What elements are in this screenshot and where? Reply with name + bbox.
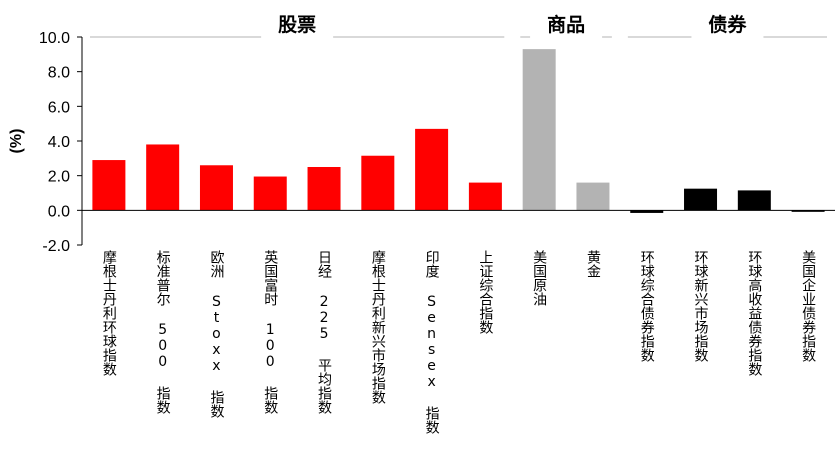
category-label: 环球新兴市场指数 [693,250,709,362]
bar [253,176,287,211]
bar [737,190,771,211]
group-label-bg [530,8,603,38]
bar [307,167,341,211]
category-label: 摩根士丹利新兴市场指数 [370,249,386,404]
category-label: 黄金 [585,249,601,278]
category-label: 印度 Sensex 指数 [424,250,440,434]
y-tick-label: -2.0 [42,238,70,255]
category-label: 美国企业债券指数 [800,250,816,362]
group-header-layer: 股票 商品 债券 [90,8,827,38]
bar [576,182,610,211]
category-label: 欧洲 Stoxx 指数 [208,250,224,418]
y-tick-label: 10.0 [39,30,70,47]
bar [199,165,233,211]
category-label: 标准普尔 500 指数 [155,250,171,414]
category-label: 环球综合债券指数 [639,250,655,362]
bar [361,155,395,211]
category-label: 环球高收益债券指数 [746,250,762,376]
y-tick-label: 2.0 [48,169,70,186]
group-label: 债券 [708,13,747,36]
group-label-bg [261,8,334,38]
y-tick-label: 0.0 [48,203,70,220]
y-tick-label: 4.0 [48,134,70,151]
category-label: 日经 225 平均指数 [316,250,332,414]
bar [468,182,502,211]
bar [684,188,718,211]
y-tick-label: 6.0 [48,99,70,116]
category-label: 美国原油 [531,250,547,306]
bar [630,210,664,213]
group-label: 股票 [278,14,316,36]
y-axis-label: (%) [8,129,25,154]
y-axis: 10.0 8.0 6.0 4.0 2.0 0.0 -2.0 [39,30,83,255]
bar [415,128,449,211]
category-labels: 摩根士丹利环球指数 标准普尔 500 指数 欧洲 Stoxx 指数 英国富时 100 … [101,249,816,434]
category-label: 摩根士丹利环球指数 [101,249,117,376]
bar [791,210,825,212]
bar [146,144,180,211]
category-label: 上证综合指数 [477,250,493,334]
category-label: 英国富时 100 指数 [262,249,278,414]
group-label: 商品 [547,13,585,36]
bar-series [92,49,825,213]
group-label-bg [691,8,764,38]
y-tick-label: 8.0 [48,65,70,82]
bar [92,160,126,211]
bar [522,49,556,211]
